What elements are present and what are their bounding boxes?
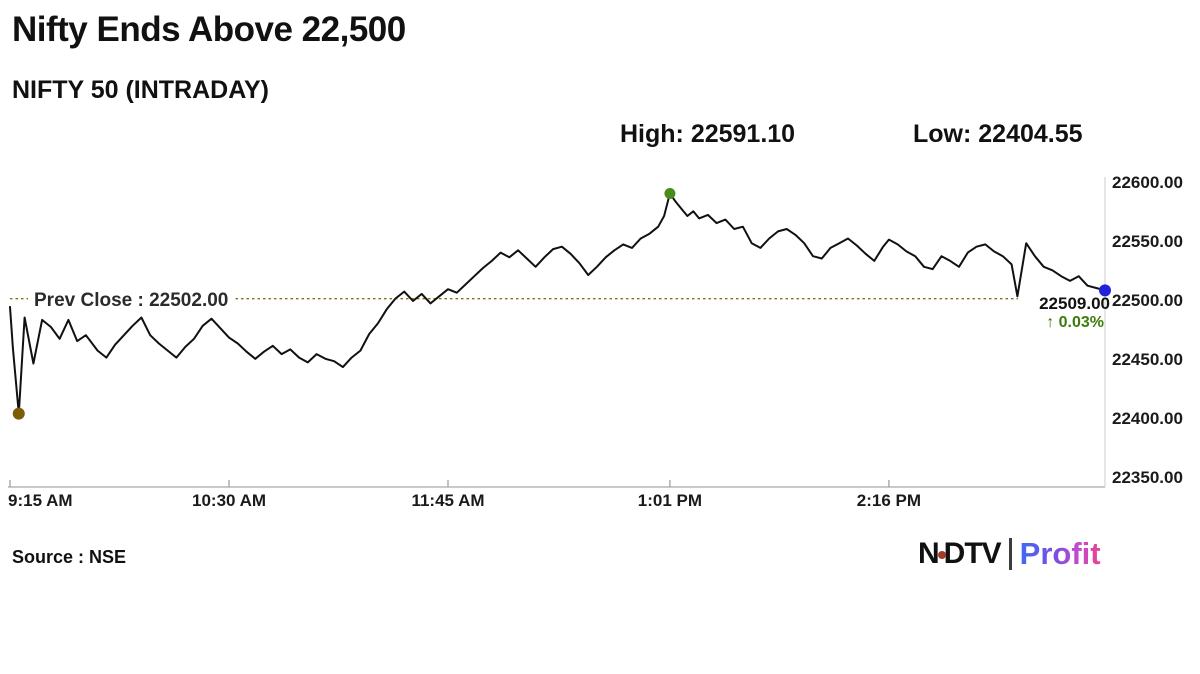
ndtv-red-dot-icon xyxy=(937,551,946,559)
high-point-marker xyxy=(664,188,676,200)
y-axis-label: 22500.00 xyxy=(1112,291,1183,310)
last-price-label: 22509.00 xyxy=(1039,294,1110,313)
ndtv-wordmark: N DTV xyxy=(918,537,1002,570)
profit-wordmark: Profit xyxy=(1019,536,1101,571)
prev-close-label: Prev Close : 22502.00 xyxy=(28,290,235,312)
low-value-label: Low: 22404.55 xyxy=(913,120,1083,148)
last-change-label: ↑ 0.03% xyxy=(1046,314,1104,331)
ndtv-profit-logo: N DTV Profit xyxy=(918,536,1101,572)
y-axis-label: 22600.00 xyxy=(1112,173,1183,192)
x-axis-label: 10:30 AM xyxy=(191,491,267,510)
page-title: Nifty Ends Above 22,500 xyxy=(12,10,406,49)
x-axis-label: 9:15 AM xyxy=(8,491,73,510)
y-axis-label: 22450.00 xyxy=(1112,350,1183,369)
high-value-label: High: 22591.10 xyxy=(620,120,796,148)
low-point-marker xyxy=(12,407,25,420)
source-note: Source : NSE xyxy=(12,547,127,567)
y-axis-label: 22350.00 xyxy=(1112,468,1183,487)
x-axis-label: 11:45 AM xyxy=(411,491,485,510)
last-point-marker xyxy=(1099,284,1111,297)
logo-divider xyxy=(1008,538,1012,570)
chart-subtitle: NIFTY 50 (INTRADAY) xyxy=(12,76,269,104)
y-axis-label: 22550.00 xyxy=(1112,232,1183,251)
y-axis-label: 22400.00 xyxy=(1112,409,1183,428)
x-axis-label: 1:01 PM xyxy=(637,491,703,510)
price-series-line xyxy=(9,192,1106,415)
x-axis-label: 2:16 PM xyxy=(856,491,922,510)
